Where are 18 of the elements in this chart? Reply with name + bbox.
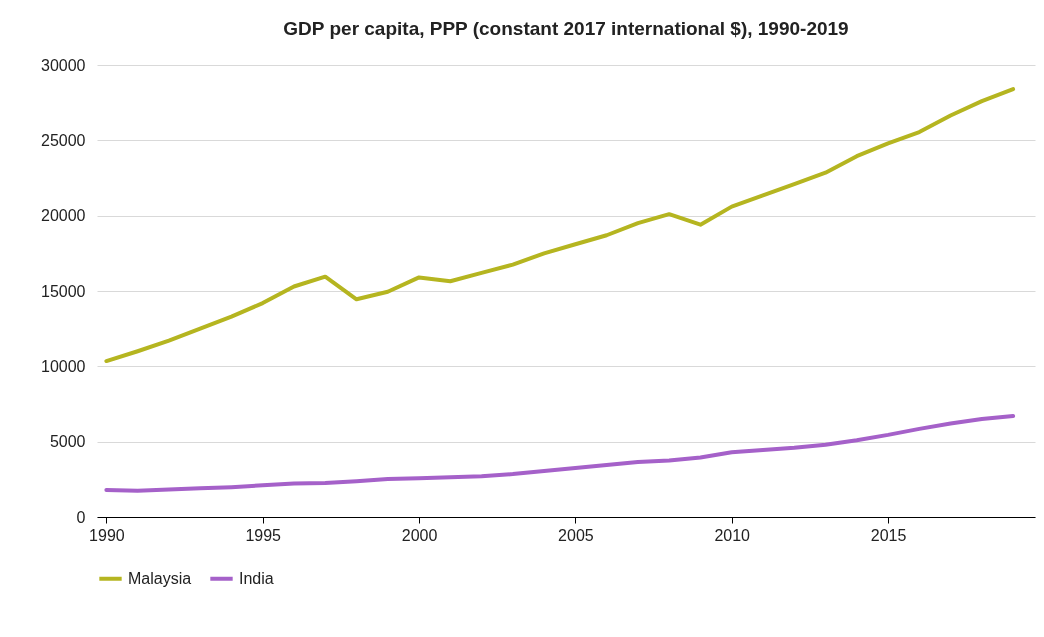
x-tick-label: 2005	[558, 526, 594, 544]
x-tick-label: 2000	[401, 526, 438, 544]
legend-label: India	[239, 569, 274, 587]
y-tick-label: 20000	[41, 207, 86, 225]
y-tick-label: 25000	[41, 131, 86, 149]
legend-label: Malaysia	[128, 569, 192, 587]
line-series	[104, 87, 1016, 364]
y-tick-label: 5000	[49, 433, 86, 451]
y-tick-label: 0	[76, 508, 86, 526]
x-tick-label: 1990	[89, 526, 125, 544]
x-tick-label: 2015	[870, 526, 907, 544]
x-tick-label: 1995	[245, 526, 282, 544]
chart-title: GDP per capita, PPP (constant 2017 international $), 1990-2019	[283, 18, 849, 39]
y-tick-label: 15000	[41, 282, 86, 300]
y-tick-label: 30000	[41, 56, 86, 74]
x-tick-label: 2010	[714, 526, 751, 544]
y-tick-label: 10000	[41, 357, 86, 375]
line-series	[104, 414, 1016, 493]
